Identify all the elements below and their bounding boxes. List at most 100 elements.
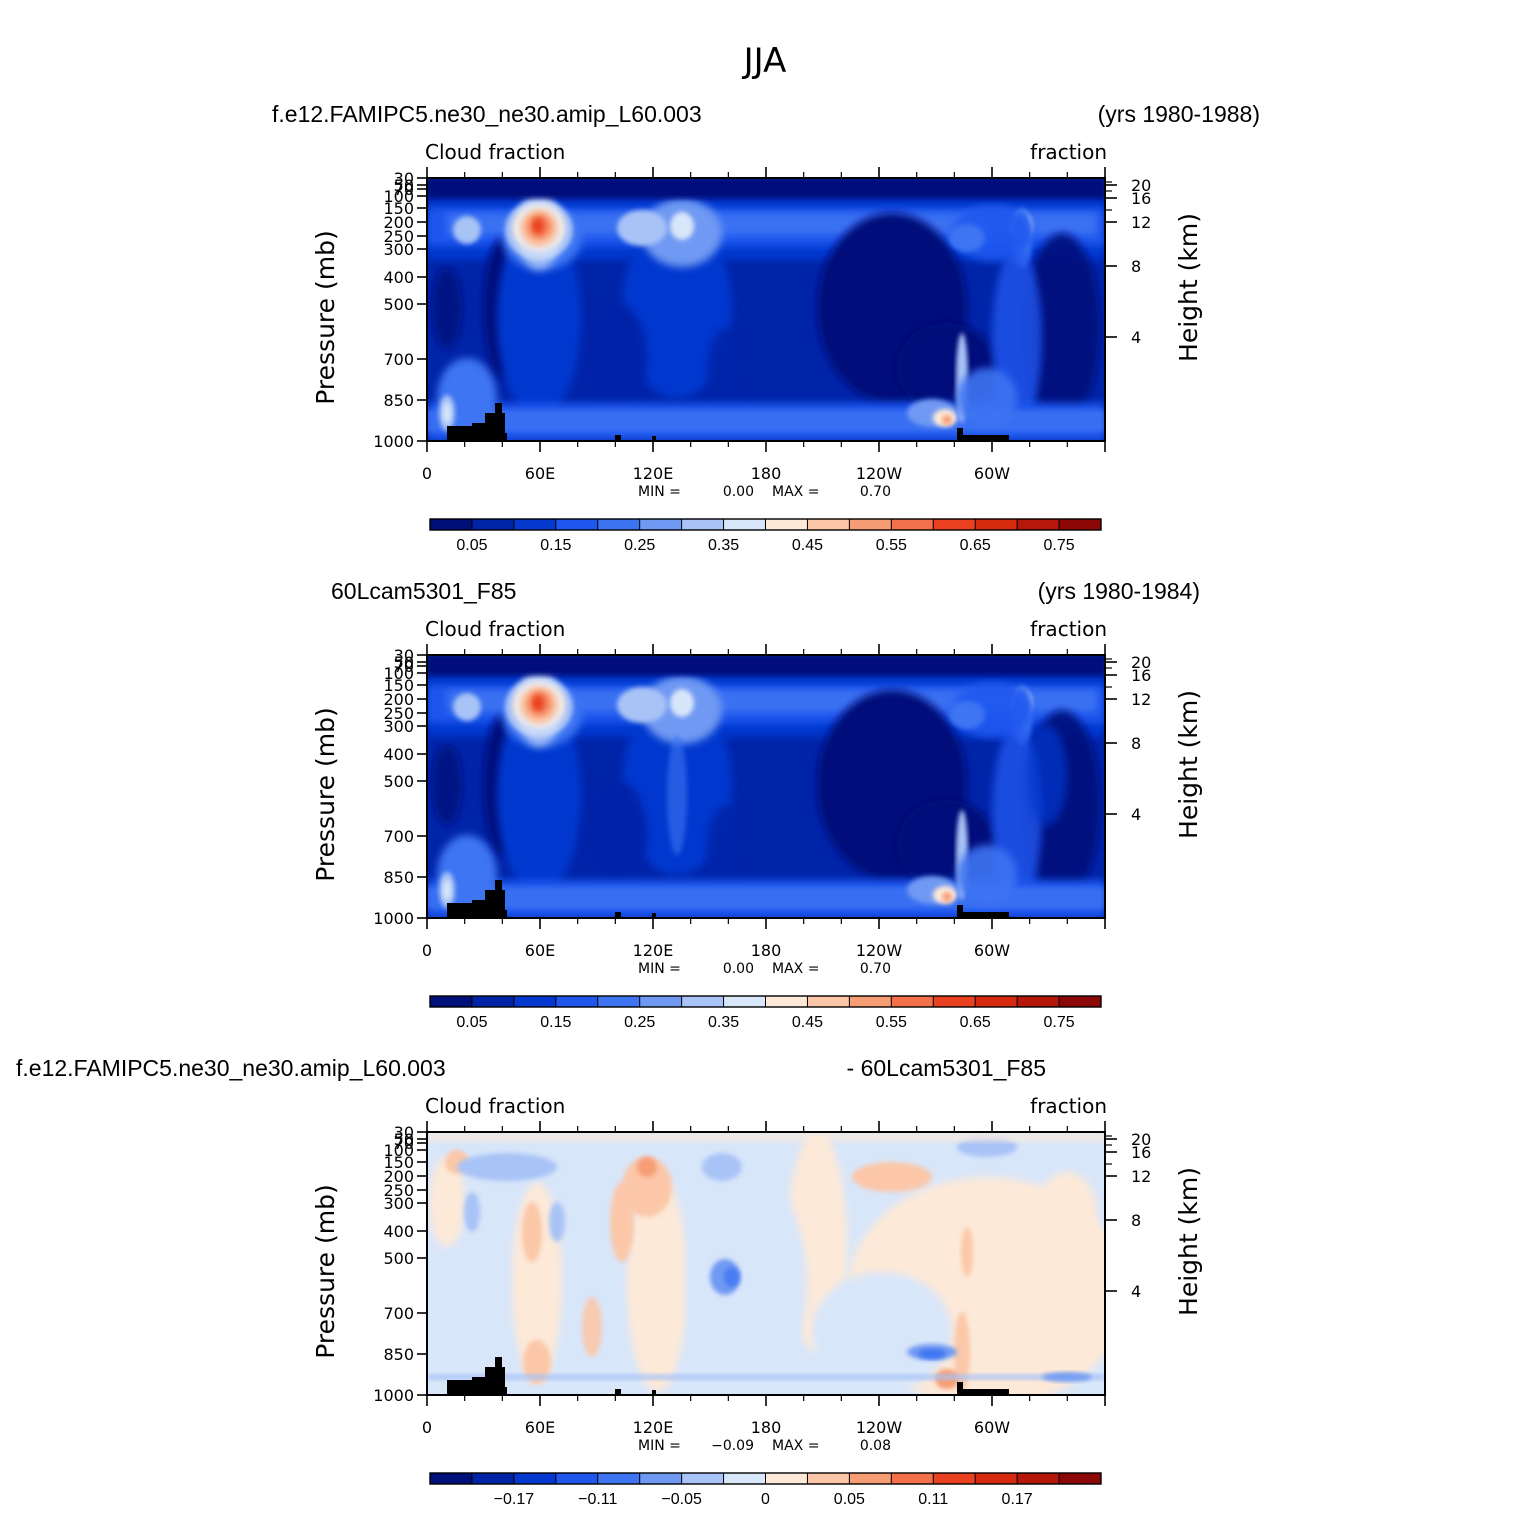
- contour-region: [617, 687, 667, 723]
- colorbar-label: 0.05: [456, 537, 487, 554]
- y-tick-label: 1000: [373, 1386, 414, 1405]
- contour-region: [942, 415, 952, 425]
- y-tick-label: 500: [383, 1249, 414, 1268]
- colorbar-label: 0.55: [876, 537, 907, 554]
- colorbar-box: [765, 1473, 808, 1484]
- x-tick-label: 180: [751, 941, 782, 960]
- contour-region: [949, 701, 985, 729]
- contour-region: [637, 1157, 657, 1177]
- colorbar-label: 0.17: [1002, 1491, 1033, 1508]
- min-value: 0.00: [723, 484, 754, 500]
- y-axis-title: Pressure (mb): [311, 707, 340, 881]
- x-tick-label: 120E: [633, 1418, 674, 1437]
- colorbar-box: [1059, 1473, 1102, 1484]
- contour-region: [627, 1172, 687, 1392]
- min-value: −0.09: [711, 1438, 754, 1454]
- y2-axis-title: Height (km): [1174, 690, 1203, 839]
- colorbar-box: [471, 1473, 515, 1484]
- colorbar-label: −0.11: [578, 1491, 617, 1508]
- contour-region: [427, 1132, 1105, 1142]
- colorbar-box: [471, 996, 515, 1007]
- y2-tick-label: 12: [1131, 690, 1151, 709]
- colorbar-box: [849, 1473, 892, 1484]
- contour-region: [702, 1153, 742, 1181]
- x-tick-label: 60E: [525, 464, 555, 483]
- colorbar-box: [681, 519, 725, 530]
- max-label: MAX =: [772, 484, 819, 500]
- contour-region: [610, 1182, 634, 1262]
- colorbar-frame: [429, 518, 1102, 531]
- y-tick-label: 1000: [373, 432, 414, 451]
- contour-fill: [427, 178, 1105, 441]
- colorbar: −0.17 −0.11 −0.05 0 0.05 0.11 0.17: [429, 1472, 1102, 1508]
- colorbar-label: 0: [761, 1491, 770, 1508]
- terrain-mask: [957, 905, 1009, 918]
- colorbar-box: [807, 519, 850, 530]
- min-max-readout: MIN = 0.00 MAX = 0.70: [638, 961, 891, 977]
- y-tick-label: 50: [394, 176, 414, 195]
- contour-region: [587, 780, 647, 890]
- min-label: MIN =: [638, 961, 681, 977]
- y-tick-label: 700: [383, 827, 414, 846]
- colorbar-box: [639, 996, 683, 1007]
- y-tick-label: 70: [394, 657, 414, 676]
- contour-region: [812, 1272, 952, 1392]
- contour-region: [724, 1267, 740, 1287]
- y-tick-label: 150: [383, 1153, 414, 1172]
- left-string: Cloud fraction: [425, 140, 565, 164]
- colorbar-label: 0.55: [876, 1014, 907, 1031]
- x-axis: 0 60E 120E 180 120W 60W: [422, 644, 1106, 960]
- colorbar-box: [891, 519, 934, 530]
- colorbar-label: 0.65: [960, 537, 991, 554]
- y-tick-label: 500: [383, 772, 414, 791]
- y2-tick-label: 20: [1131, 176, 1151, 195]
- colorbar-box: [765, 519, 808, 530]
- x-tick-label: 180: [751, 1418, 782, 1437]
- contour-region: [942, 892, 952, 902]
- terrain-mask: [652, 1390, 656, 1395]
- y2-tick-label: 20: [1131, 653, 1151, 672]
- y-tick-label: 30: [394, 646, 414, 665]
- right-string: fraction: [1030, 140, 1107, 164]
- x-tick-label: 60E: [525, 941, 555, 960]
- colorbar-box: [807, 1473, 850, 1484]
- x-tick-label: 0: [422, 941, 432, 960]
- x-tick-label: 180: [751, 464, 782, 483]
- y-tick-label: 400: [383, 268, 414, 287]
- panels: f.e12.FAMIPC5.ne30_ne30.amip_L60.003 (yrs…: [16, 101, 1260, 1508]
- panel-title-right: - 60Lcam5301_F85: [847, 1055, 1046, 1081]
- colorbar-box: [933, 1473, 976, 1484]
- colorbar-label: 0.45: [792, 537, 823, 554]
- terrain-mask: [652, 436, 656, 441]
- colorbar-label: −0.05: [661, 1491, 702, 1508]
- y2-tick-label: 4: [1131, 1282, 1141, 1301]
- y-tick-label: 850: [383, 1345, 414, 1364]
- contour-region: [582, 1297, 602, 1357]
- y-tick-label: 30: [394, 1123, 414, 1142]
- contour-region: [432, 268, 462, 348]
- contour-region: [523, 1340, 551, 1384]
- y-tick-label: 150: [383, 676, 414, 695]
- colorbar-box: [471, 519, 515, 530]
- contour-region: [670, 212, 694, 240]
- y2-tick-label: 4: [1131, 328, 1141, 347]
- contour-region: [707, 805, 747, 885]
- colorbar-label: 0.65: [960, 1014, 991, 1031]
- x-tick-label: 0: [422, 1418, 432, 1437]
- y-tick-label: 700: [383, 1304, 414, 1323]
- contour-region: [954, 1312, 970, 1392]
- x-tick-label: 120W: [856, 941, 903, 960]
- contour-region: [497, 695, 581, 895]
- x-tick-label: 120W: [856, 464, 903, 483]
- contour-region: [667, 735, 687, 855]
- colorbar-box: [555, 996, 599, 1007]
- y2-tick-label: 20: [1131, 1130, 1151, 1149]
- colorbar-box: [430, 519, 473, 530]
- terrain-mask: [447, 1357, 507, 1395]
- terrain-mask: [957, 1382, 1009, 1395]
- right-string: fraction: [1030, 617, 1107, 641]
- colorbar-label: −0.17: [494, 1491, 535, 1508]
